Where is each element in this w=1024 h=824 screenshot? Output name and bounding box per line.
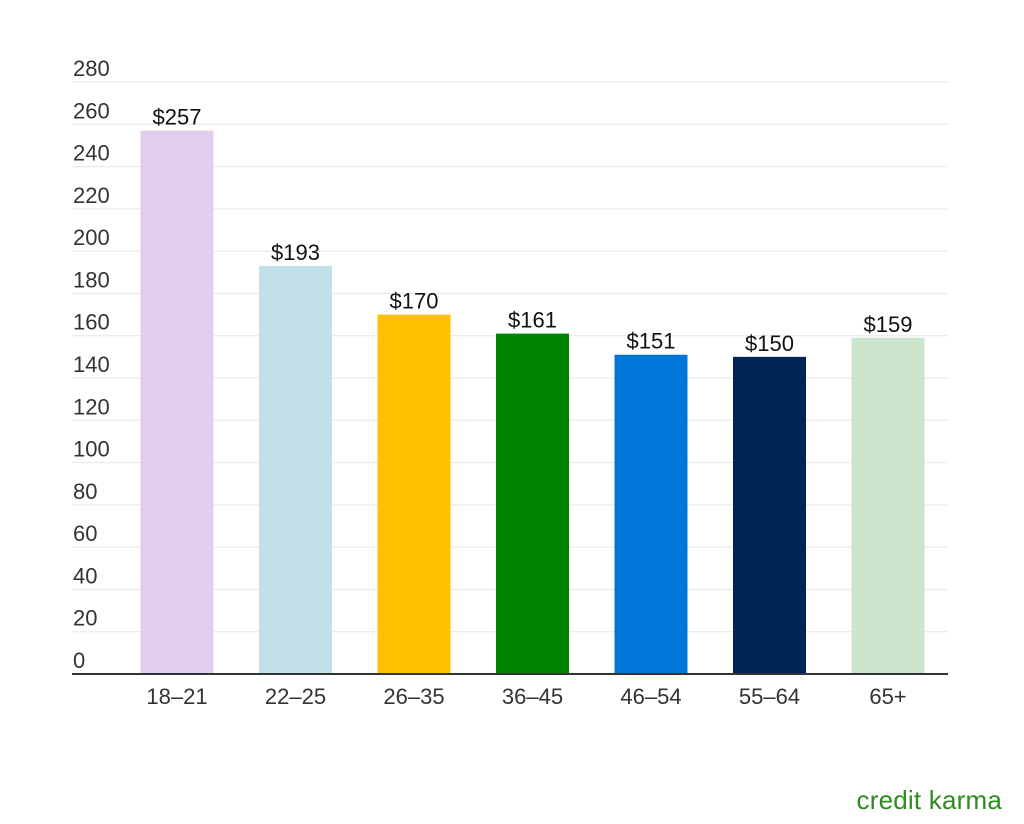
x-axis-ticks: 18–21 22–25 26–35 36–45 46–54 55–64 65+ [146, 684, 906, 709]
y-tick-label: 80 [73, 479, 97, 504]
bar-5 [614, 354, 688, 674]
bars [140, 130, 925, 675]
bar-value-label: $161 [508, 308, 557, 333]
y-tick-label: 280 [73, 56, 110, 81]
y-tick-label: 140 [73, 352, 110, 377]
bar-1 [140, 130, 214, 675]
y-tick-label: 260 [73, 98, 110, 123]
x-tick-label: 36–45 [502, 684, 563, 709]
y-tick-label: 220 [73, 183, 110, 208]
bar-value-label: $151 [627, 329, 676, 354]
y-tick-label: 0 [73, 648, 85, 673]
y-axis-ticks: 0 20 40 60 80 100 120 140 160 180 200 220 240 260 280 [73, 56, 110, 673]
bar-value-label: $170 [390, 289, 439, 314]
x-tick-label: 55–64 [739, 684, 800, 709]
y-tick-label: 160 [73, 310, 110, 335]
y-tick-label: 100 [73, 437, 110, 462]
bar-6 [733, 356, 806, 674]
bar-3 [377, 314, 451, 674]
credit-karma-logo: credit karma [856, 785, 1002, 815]
x-tick-label: 26–35 [383, 684, 444, 709]
x-tick-label: 65+ [869, 684, 906, 709]
bar-value-label: $150 [745, 331, 794, 356]
y-tick-label: 200 [73, 225, 110, 250]
x-tick-label: 22–25 [265, 684, 326, 709]
y-tick-label: 240 [73, 141, 110, 166]
bar-7 [851, 337, 925, 674]
value-labels: $257 $193 $170 $161 $151 $150 $159 [153, 105, 913, 356]
y-tick-label: 120 [73, 394, 110, 419]
y-tick-label: 180 [73, 267, 110, 292]
x-tick-label: 46–54 [620, 684, 681, 709]
bar-value-label: $159 [864, 312, 913, 337]
bar-value-label: $193 [271, 240, 320, 265]
y-tick-label: 20 [73, 606, 97, 631]
x-tick-label: 18–21 [146, 684, 207, 709]
bar-2 [259, 265, 332, 674]
bar-value-label: $257 [153, 105, 202, 130]
y-tick-label: 40 [73, 563, 97, 588]
y-tick-label: 60 [73, 521, 97, 546]
bar-4 [496, 333, 569, 674]
